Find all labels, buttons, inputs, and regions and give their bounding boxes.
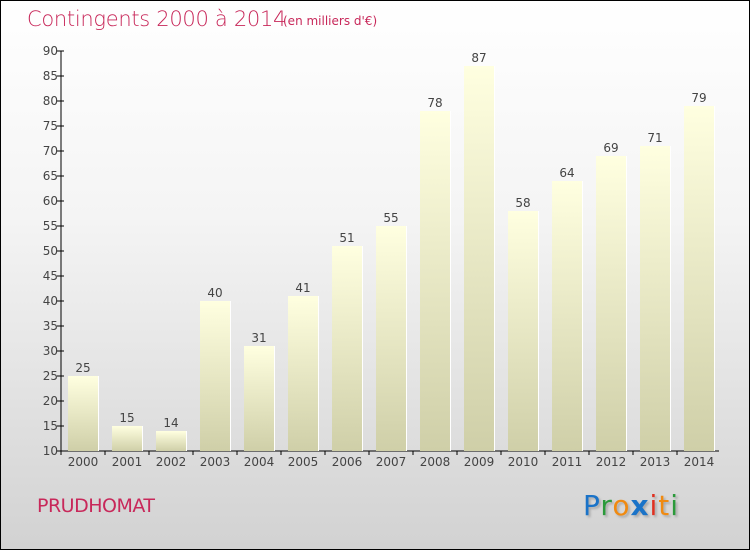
data-label: 69 — [603, 141, 618, 155]
data-label: 31 — [251, 331, 266, 345]
y-tick-label: 65 — [43, 169, 58, 183]
x-tick-label: 2014 — [684, 455, 715, 469]
y-tick-label: 35 — [43, 319, 58, 333]
chart-title: Contingents 2000 à 2014 — [27, 7, 287, 31]
logo-letter: t — [658, 489, 671, 522]
data-label: 40 — [207, 286, 222, 300]
data-label: 78 — [427, 96, 442, 110]
bar — [68, 376, 98, 451]
data-label: 79 — [691, 91, 706, 105]
bar — [508, 211, 538, 451]
place-name: PRUDHOMAT — [37, 495, 155, 517]
y-tick-label: 20 — [43, 394, 58, 408]
data-label: 51 — [339, 231, 354, 245]
data-label: 41 — [295, 281, 310, 295]
logo-letter: o — [612, 489, 631, 522]
y-tick-label: 50 — [43, 244, 58, 258]
bar — [288, 296, 318, 451]
y-tick-label: 70 — [43, 144, 58, 158]
y-tick-label: 10 — [43, 444, 58, 458]
bar — [596, 156, 626, 451]
bar — [464, 66, 494, 451]
logo-letter: r — [600, 489, 613, 522]
bar — [640, 146, 670, 451]
x-tick-label: 2010 — [508, 455, 539, 469]
bar — [332, 246, 362, 451]
y-tick-label: 15 — [43, 419, 58, 433]
x-tick-label: 2005 — [288, 455, 319, 469]
x-tick-label: 2000 — [68, 455, 99, 469]
data-label: 14 — [163, 416, 178, 430]
x-tick-label: 2011 — [552, 455, 583, 469]
x-tick-label: 2006 — [332, 455, 363, 469]
data-label: 55 — [383, 211, 398, 225]
bar — [200, 301, 230, 451]
y-tick-label: 25 — [43, 369, 58, 383]
proxiti-logo: Proxiti — [583, 489, 679, 522]
x-tick-label: 2003 — [200, 455, 231, 469]
bar — [156, 431, 186, 451]
logo-letter: i — [649, 489, 659, 522]
x-tick-label: 2002 — [156, 455, 187, 469]
data-label: 25 — [75, 361, 90, 375]
y-tick-label: 40 — [43, 294, 58, 308]
y-tick-label: 45 — [43, 269, 58, 283]
y-tick-label: 55 — [43, 219, 58, 233]
y-tick-label: 85 — [43, 69, 58, 83]
x-tick-label: 2008 — [420, 455, 451, 469]
bar — [684, 106, 714, 451]
y-tick-label: 75 — [43, 119, 58, 133]
chart-subtitle: (en milliers d'€) — [283, 14, 378, 28]
x-tick-label: 2001 — [112, 455, 143, 469]
y-tick-label: 60 — [43, 194, 58, 208]
data-label: 87 — [471, 51, 486, 65]
x-tick-label: 2004 — [244, 455, 275, 469]
data-label: 64 — [559, 166, 574, 180]
x-tick-label: 2009 — [464, 455, 495, 469]
data-label: 71 — [647, 131, 662, 145]
data-label: 15 — [119, 411, 134, 425]
logo-letter: P — [583, 489, 601, 522]
bar — [244, 346, 274, 451]
bar — [112, 426, 142, 451]
bar — [420, 111, 450, 451]
bar — [552, 181, 582, 451]
y-tick-label: 90 — [43, 44, 58, 58]
bar — [376, 226, 406, 451]
logo-letter: i — [670, 489, 680, 522]
x-tick-label: 2007 — [376, 455, 407, 469]
y-tick-label: 80 — [43, 94, 58, 108]
x-tick-label: 2013 — [640, 455, 671, 469]
x-tick-label: 2012 — [596, 455, 627, 469]
y-tick-label: 30 — [43, 344, 58, 358]
logo-letter: x — [630, 489, 650, 522]
data-label: 58 — [515, 196, 530, 210]
